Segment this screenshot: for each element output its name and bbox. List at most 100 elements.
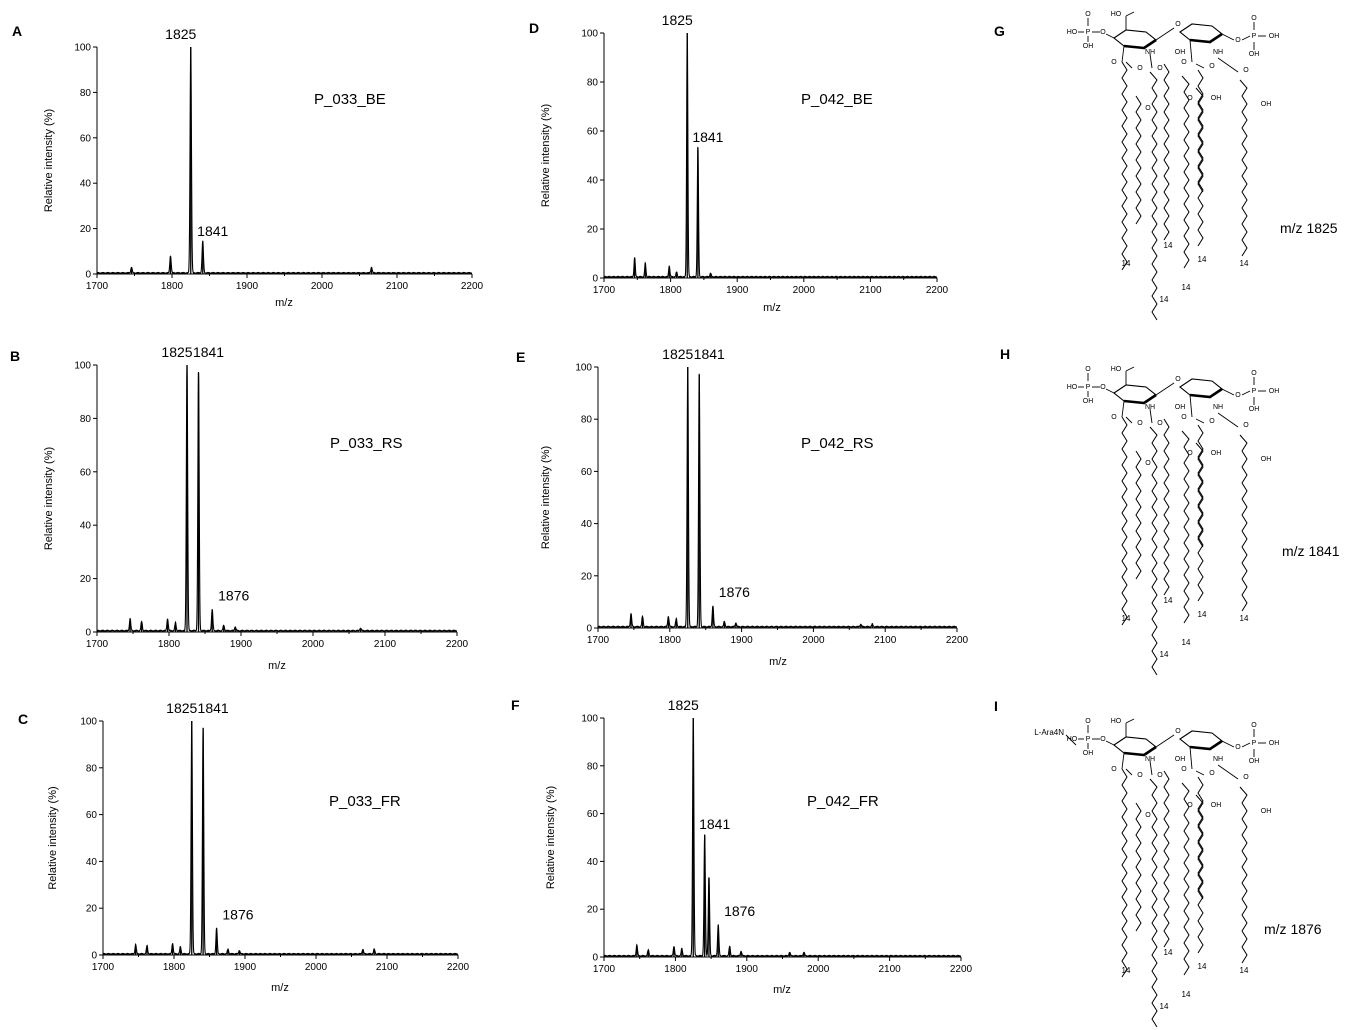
bond xyxy=(1189,746,1193,770)
atom-label: O xyxy=(1111,59,1117,66)
atom-label: NH xyxy=(1213,756,1223,763)
bond xyxy=(1155,382,1175,396)
y-axis-title: Relative intensity (%) xyxy=(43,447,55,550)
bond xyxy=(1149,53,1153,69)
atom-label: O xyxy=(1157,65,1163,72)
x-tick-label: 1700 xyxy=(92,962,115,973)
atom-label: O xyxy=(1243,774,1249,781)
ara4n-label: L-Ara4N xyxy=(1034,728,1064,737)
bond xyxy=(1155,734,1175,748)
atom-label: O xyxy=(1145,812,1151,819)
x-tick-label: 1800 xyxy=(664,964,687,975)
x-tick-label: 2200 xyxy=(950,964,973,975)
bond xyxy=(1189,39,1193,63)
acyl-chain xyxy=(1149,71,1158,321)
panel-letter: B xyxy=(10,348,20,364)
chain-length-label: 14 xyxy=(1198,610,1207,619)
spectrum-panel-c: C 0 20 40 60 80 100 1700 1800 1900 2000 2100 2200 m/z… xyxy=(18,700,470,994)
chain-length-label: 14 xyxy=(1182,283,1191,292)
y-axis-title: Relative intensity (%) xyxy=(540,446,552,549)
acyl-chain xyxy=(1239,434,1248,612)
bond xyxy=(1217,412,1239,428)
x-tick-label: 2000 xyxy=(305,962,328,973)
spectrum-trace xyxy=(96,364,458,633)
atom-label: OH xyxy=(1175,49,1186,56)
y-tick-label: 60 xyxy=(587,127,599,138)
peak-label-1841: 1841 xyxy=(692,129,723,145)
ring-bold-edge xyxy=(1189,739,1223,751)
bond xyxy=(1189,394,1193,418)
acyl-chain xyxy=(1181,75,1190,269)
atom-label: O xyxy=(1209,418,1215,425)
acyl-chain xyxy=(1195,442,1204,548)
x-tick-label: 1700 xyxy=(587,635,610,646)
acyl-chain xyxy=(1239,79,1248,257)
atom-label: P xyxy=(1086,384,1091,391)
y-tick-label: 100 xyxy=(575,363,592,374)
atom-label: NH xyxy=(1145,49,1155,56)
x-tick-label: 2000 xyxy=(311,281,334,292)
atom-label: O xyxy=(1175,376,1181,383)
atom-label: OH xyxy=(1249,758,1260,765)
atom-label: HO xyxy=(1111,11,1122,18)
y-tick-label: 20 xyxy=(587,225,599,236)
structure-caption: m/z 1841 xyxy=(1282,543,1340,559)
atom-label: P xyxy=(1086,29,1091,36)
x-tick-label: 1900 xyxy=(230,639,253,650)
atom-label: OH xyxy=(1083,398,1094,405)
panel-letter: E xyxy=(516,349,525,365)
chain-length-label: 14 xyxy=(1240,614,1249,623)
sample-name: P_042_RS xyxy=(801,435,874,452)
chain-length-label: 14 xyxy=(1182,990,1191,999)
acyl-chain xyxy=(1197,424,1204,602)
y-tick-label: 100 xyxy=(74,361,91,372)
atom-label: HO xyxy=(1067,29,1078,36)
spectrum-trace xyxy=(603,717,962,958)
chain-length-label: 14 xyxy=(1198,962,1207,971)
x-tick-label: 1700 xyxy=(86,281,109,292)
acyl-chain xyxy=(1163,63,1170,241)
y-tick-label: 0 xyxy=(586,624,592,635)
y-tick-label: 0 xyxy=(91,951,97,962)
atom-label: OH xyxy=(1211,450,1222,457)
acyl-chain xyxy=(1135,450,1142,580)
atom-label: P xyxy=(1086,736,1091,743)
x-axis-title: m/z xyxy=(275,297,293,309)
atom-label: OH xyxy=(1175,404,1186,411)
sample-name: P_042_BE xyxy=(801,91,873,108)
y-axis-title: Relative intensity (%) xyxy=(545,786,557,889)
y-tick-label: 20 xyxy=(80,574,92,585)
bond xyxy=(1125,416,1133,424)
sample-name: P_033_FR xyxy=(329,793,401,810)
y-tick-label: 0 xyxy=(85,628,91,639)
bond xyxy=(1105,740,1115,746)
y-tick-label: 60 xyxy=(80,133,92,144)
chain-length-label: 14 xyxy=(1182,638,1191,647)
x-tick-label: 2100 xyxy=(376,962,399,973)
bond xyxy=(1155,27,1175,41)
bond xyxy=(1149,408,1153,424)
atom-label: O xyxy=(1175,728,1181,735)
peak-label-1825: 1825 xyxy=(668,697,699,713)
y-tick-label: 80 xyxy=(80,414,92,425)
x-tick-label: 2200 xyxy=(447,962,470,973)
x-tick-label: 1900 xyxy=(726,285,749,296)
chain-length-label: 14 xyxy=(1160,295,1169,304)
ring-bold-edge xyxy=(1189,32,1223,44)
atom-label: HO xyxy=(1111,718,1122,725)
chain-length-label: 14 xyxy=(1160,650,1169,659)
acyl-chain xyxy=(1149,426,1158,676)
acyl-chain xyxy=(1181,430,1190,624)
peak-label-1825: 1825 xyxy=(662,346,693,362)
atom-label: OH xyxy=(1211,95,1222,102)
y-tick-label: 100 xyxy=(74,43,91,54)
peak-label-1841: 1841 xyxy=(694,346,725,362)
acyl-chain xyxy=(1181,782,1190,976)
x-tick-label: 1800 xyxy=(659,285,682,296)
peak-label-1876: 1876 xyxy=(724,903,755,919)
acyl-chain xyxy=(1121,416,1128,626)
x-tick-label: 2000 xyxy=(302,639,325,650)
spectrum-trace xyxy=(597,366,958,629)
